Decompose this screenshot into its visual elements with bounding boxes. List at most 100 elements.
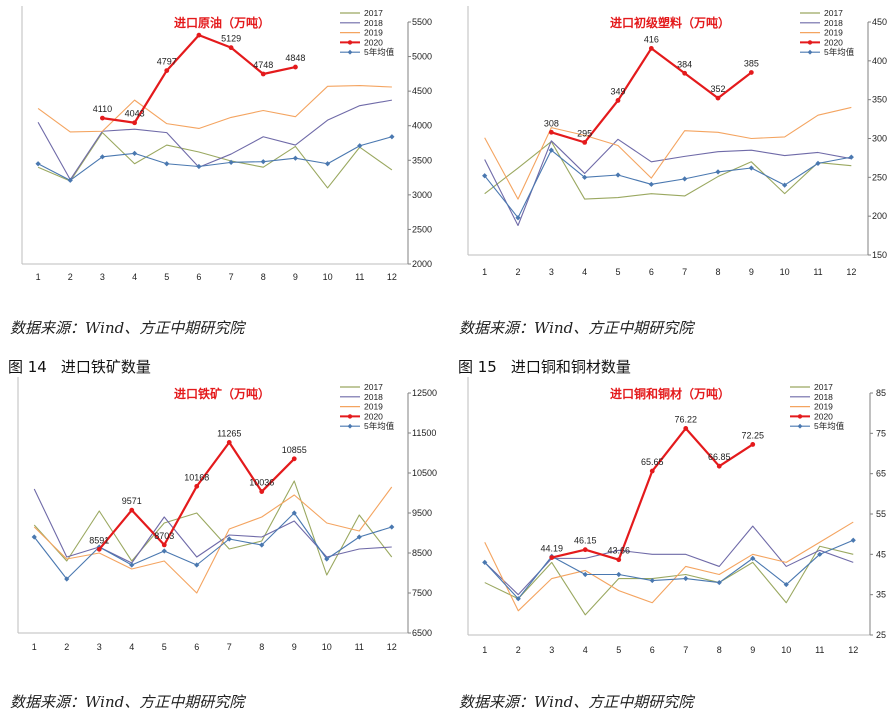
data-point-5yr-avg [131, 150, 138, 156]
y-tick-label: 85 [876, 388, 886, 398]
x-tick-label: 4 [132, 272, 137, 282]
x-tick-label: 9 [750, 645, 755, 655]
data-point-5yr-avg [99, 154, 106, 160]
figure-caption-15: 图 15 进口铜和铜材数量 [458, 356, 631, 377]
x-tick-label: 7 [229, 272, 234, 282]
x-tick-label: 7 [682, 267, 687, 277]
x-tick-label: 4 [582, 267, 587, 277]
series-2017 [33, 480, 393, 576]
legend-label-5yr-avg: 5年均值 [364, 47, 395, 57]
x-tick-label: 12 [848, 645, 858, 655]
series-2019 [484, 106, 852, 200]
data-point-2020 [615, 98, 621, 103]
series-2020: 308 295 349 416 384 352 385 [544, 34, 759, 145]
x-tick-label: 1 [36, 272, 41, 282]
data-point-5yr-avg [748, 165, 754, 171]
data-label-2020: 10855 [282, 445, 307, 455]
y-tick-label: 9500 [412, 508, 432, 518]
data-label-2020: 385 [744, 58, 759, 68]
figure-number-14: 图 14 [8, 358, 47, 376]
data-point-5yr-avg [683, 575, 689, 582]
data-label-2020: 10168 [184, 472, 209, 482]
data-point-5yr-avg [324, 556, 330, 562]
series-2019 [37, 85, 392, 133]
y-tick-label: 10500 [412, 468, 437, 478]
data-point-5yr-avg [616, 571, 622, 578]
legend-label-2019: 2019 [814, 402, 833, 412]
data-point-5yr-avg [324, 161, 331, 167]
legend-label-2020: 2020 [364, 411, 383, 421]
legend-label-2019: 2019 [364, 28, 383, 38]
data-label-2020: 46.15 [574, 536, 597, 546]
x-tick-label: 6 [196, 272, 201, 282]
x-tick-label: 9 [293, 272, 298, 282]
y-tick-label: 12500 [412, 388, 437, 398]
x-tick-label: 10 [781, 645, 791, 655]
legend-marker-2020 [807, 40, 813, 45]
figure-caption-14: 图 14 进口铁矿数量 [8, 356, 151, 377]
x-tick-label: 5 [616, 645, 621, 655]
data-point-5yr-avg [35, 161, 41, 167]
y-tick-label: 5500 [412, 17, 432, 27]
legend-marker-5yr-avg [347, 49, 353, 55]
data-label-2020: 65.65 [641, 457, 664, 467]
x-tick-label: 9 [749, 267, 754, 277]
series-line-2018 [484, 525, 854, 596]
chart-title: 进口初级塑料（万吨） [610, 15, 730, 30]
x-tick-label: 11 [813, 267, 822, 277]
chart-title: 进口铜和铜材（万吨） [610, 386, 730, 401]
x-tick-label: 9 [292, 642, 297, 652]
y-tick-label: 2000 [412, 259, 432, 269]
data-point-2020 [164, 68, 170, 74]
data-point-2020 [161, 542, 167, 548]
y-tick-label: 11500 [412, 428, 436, 438]
y-tick-label: 25 [876, 630, 886, 640]
legend-marker-5yr-avg [807, 49, 813, 55]
series-2020: 8591 9571 8703 10168 11265 10036 10855 [89, 428, 307, 552]
data-point-2020 [549, 555, 555, 561]
series-line-2017 [484, 545, 854, 616]
series-2019 [33, 486, 393, 594]
chart-title: 进口铁矿（万吨） [174, 386, 270, 401]
data-point-2020 [582, 547, 588, 553]
data-point-5yr-avg [226, 536, 232, 542]
figure-number-15: 图 15 [458, 358, 497, 376]
x-tick-label: 5 [615, 267, 620, 277]
data-point-2020 [291, 456, 297, 462]
data-point-2020 [226, 440, 232, 445]
data-point-5yr-avg [582, 571, 588, 578]
series-5yr-avg [31, 510, 395, 582]
data-label-2020: 10036 [249, 478, 274, 488]
source-note-iron-ore: 数据来源：Wind、方正中期研究院 [10, 693, 245, 711]
series-2020: 44.19 46.15 43.66 65.65 76.22 66.85 72.25 [540, 414, 764, 563]
legend-label-5yr-avg: 5年均值 [814, 421, 845, 431]
data-point-5yr-avg [649, 577, 655, 584]
x-tick-label: 12 [387, 272, 397, 282]
x-tick-label: 11 [355, 272, 364, 282]
y-tick-label: 200 [872, 211, 887, 221]
x-tick-label: 12 [387, 642, 397, 652]
y-tick-label: 4000 [412, 121, 432, 131]
source-note-copper: 数据来源：Wind、方正中期研究院 [459, 693, 694, 711]
x-tick-label: 8 [715, 267, 720, 277]
data-label-2020: 44.19 [540, 544, 563, 554]
data-point-5yr-avg [260, 159, 266, 165]
x-tick-label: 6 [649, 267, 654, 277]
x-tick-label: 5 [164, 272, 169, 282]
data-point-5yr-avg [850, 537, 856, 543]
data-point-2020 [750, 442, 756, 447]
y-tick-label: 4500 [412, 86, 432, 96]
y-tick-label: 65 [876, 469, 886, 479]
chart-iron-ore: 6500 7500 8500 9500 10500 11500 12500 1 2 3 4 5 6 7 8 9… [0, 377, 445, 663]
series-line-5yr-avg [484, 539, 854, 600]
data-label-2020: 295 [577, 128, 592, 138]
x-tick-label: 8 [717, 645, 722, 655]
data-point-2020 [100, 115, 105, 121]
x-tick-label: 2 [516, 645, 521, 655]
x-tick-label: 10 [322, 642, 332, 652]
series-2018 [484, 525, 854, 596]
figure-title-14: 进口铁矿数量 [60, 358, 151, 376]
y-tick-label: 3500 [412, 155, 432, 165]
y-tick-label: 7500 [412, 588, 432, 598]
